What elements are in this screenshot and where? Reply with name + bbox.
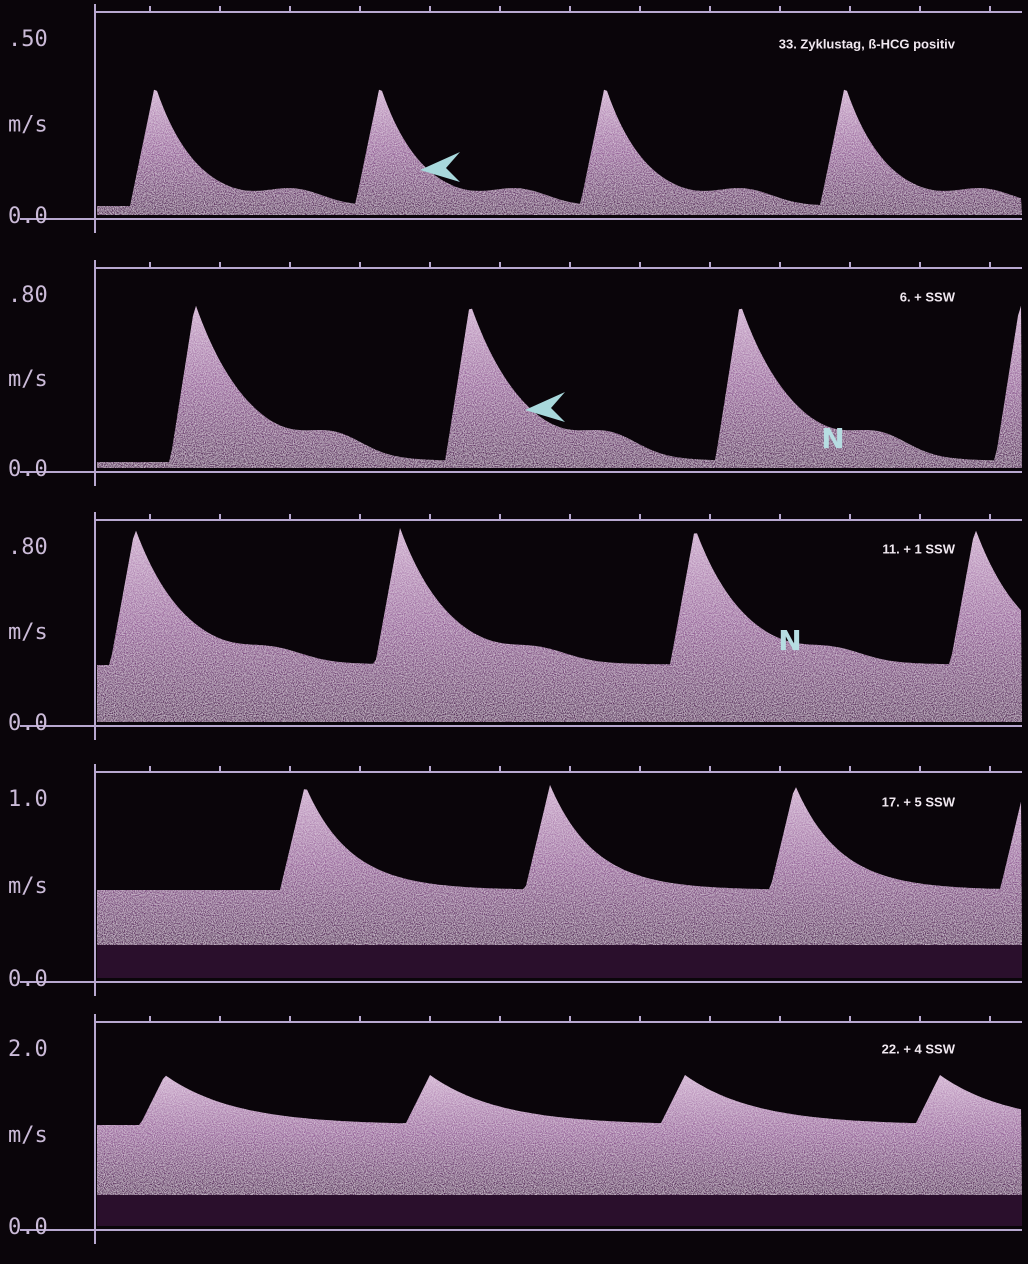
low-band (97, 1195, 1022, 1226)
panel-caption: 33. Zyklustag, ß-HCG positiv (779, 36, 956, 51)
y-min-label: 0.0 (8, 1215, 48, 1240)
y-min-label: 0.0 (8, 204, 48, 229)
unit-label: m/s (8, 113, 48, 138)
doppler-waveform (97, 89, 1022, 215)
doppler-waveform (97, 528, 1022, 722)
arrowhead (525, 392, 565, 422)
unit-label: m/s (8, 620, 48, 645)
notch-marker: N (778, 624, 801, 657)
y-max-label: .50 (8, 27, 48, 52)
notch-marker: N (821, 422, 844, 455)
panel-caption: 17. + 5 SSW (882, 794, 956, 809)
doppler-waveform (97, 1075, 1022, 1195)
unit-label: m/s (8, 1123, 48, 1148)
unit-label: m/s (8, 367, 48, 392)
panel-caption: 6. + SSW (900, 289, 956, 304)
y-min-label: 0.0 (8, 967, 48, 992)
y-min-label: 0.0 (8, 457, 48, 482)
low-band (97, 945, 1022, 978)
doppler-waveform (97, 785, 1022, 945)
y-max-label: 1.0 (8, 787, 48, 812)
y-max-label: .80 (8, 283, 48, 308)
unit-label: m/s (8, 874, 48, 899)
arrowhead (420, 152, 460, 182)
panel-caption: 22. + 4 SSW (882, 1041, 956, 1056)
y-max-label: 2.0 (8, 1037, 48, 1062)
doppler-waveform (97, 305, 1022, 468)
panel-caption: 11. + 1 SSW (882, 541, 955, 556)
y-min-label: 0.0 (8, 711, 48, 736)
y-max-label: .80 (8, 535, 48, 560)
